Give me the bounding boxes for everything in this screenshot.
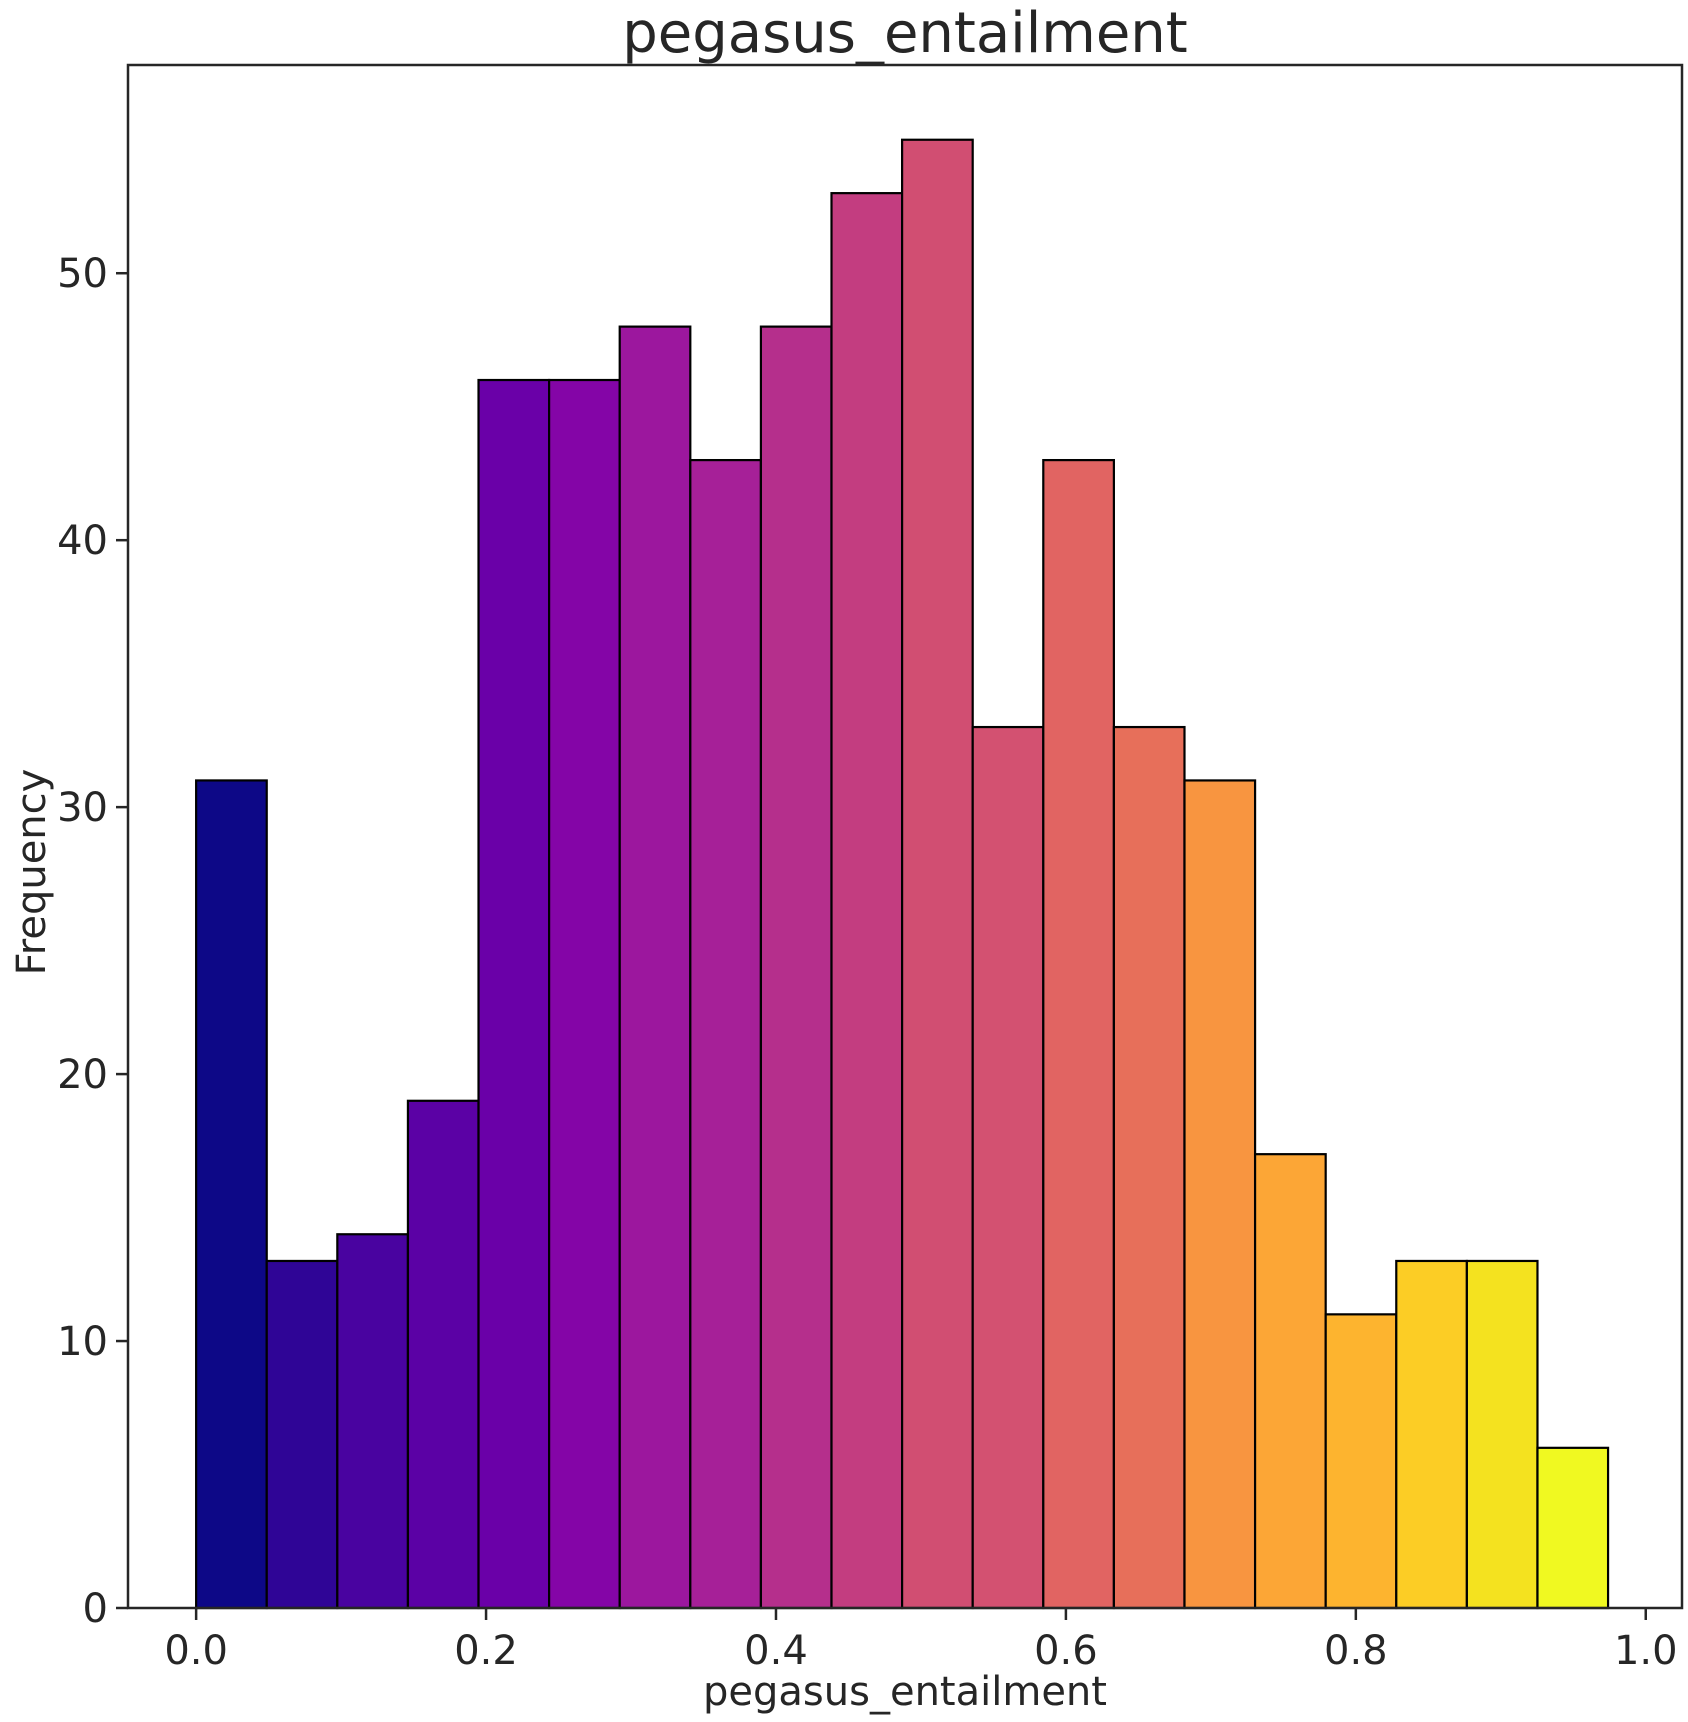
y-tick-label-3: 20 (57, 1052, 108, 1098)
x-tick-label-3: 0.4 (744, 1628, 808, 1674)
histogram-bar-5 (477, 378, 551, 1610)
x-tick-label-1: 0.0 (164, 1628, 228, 1674)
chart-title: pegasus_entailment (622, 1, 1188, 66)
histogram-bar-4 (406, 1099, 480, 1610)
histogram-bar-10 (830, 192, 904, 1610)
x-tick-label-6: 1.0 (1614, 1628, 1678, 1674)
plot-frame (126, 63, 1684, 1610)
y-tick-label-4: 30 (57, 785, 108, 831)
histogram-bar-12 (971, 725, 1045, 1610)
x-tick-label-4: 0.6 (1034, 1628, 1098, 1674)
histogram-bar-1 (195, 779, 268, 1610)
histogram-bar-13 (1042, 458, 1115, 1610)
histogram-bar-6 (548, 378, 621, 1610)
y-axis-ticks: 0 10 20 30 40 50 (57, 251, 128, 1632)
y-tick-label-6: 50 (57, 251, 108, 297)
y-tick-label-2: 10 (57, 1319, 108, 1365)
x-axis-ticks: 0.0 0.2 0.4 0.6 0.8 1.0 (164, 1608, 1678, 1674)
histogram-bar-2 (265, 1259, 339, 1610)
x-tick-label-2: 0.2 (454, 1628, 518, 1674)
histogram-bar-11 (901, 138, 974, 1610)
histogram-bar-9 (759, 325, 833, 1610)
y-tick-label-1: 0 (83, 1586, 108, 1632)
histogram-bar-18 (1395, 1259, 1468, 1610)
histogram-bar-16 (1253, 1153, 1327, 1610)
histogram-bar-7 (618, 325, 692, 1610)
bars-group (195, 138, 1610, 1610)
histogram-bar-3 (336, 1233, 410, 1610)
histogram-bar-14 (1112, 725, 1186, 1610)
x-axis-label: pegasus_entailment (703, 1669, 1107, 1715)
histogram-bar-17 (1324, 1313, 1398, 1610)
histogram-bar-20 (1536, 1446, 1610, 1610)
y-axis-label: Frequency (9, 769, 55, 976)
histogram-bar-8 (689, 458, 763, 1610)
histogram-bar-15 (1183, 779, 1257, 1610)
y-tick-label-5: 40 (57, 518, 108, 564)
x-tick-label-5: 0.8 (1324, 1628, 1388, 1674)
histogram-bar-19 (1465, 1259, 1539, 1610)
